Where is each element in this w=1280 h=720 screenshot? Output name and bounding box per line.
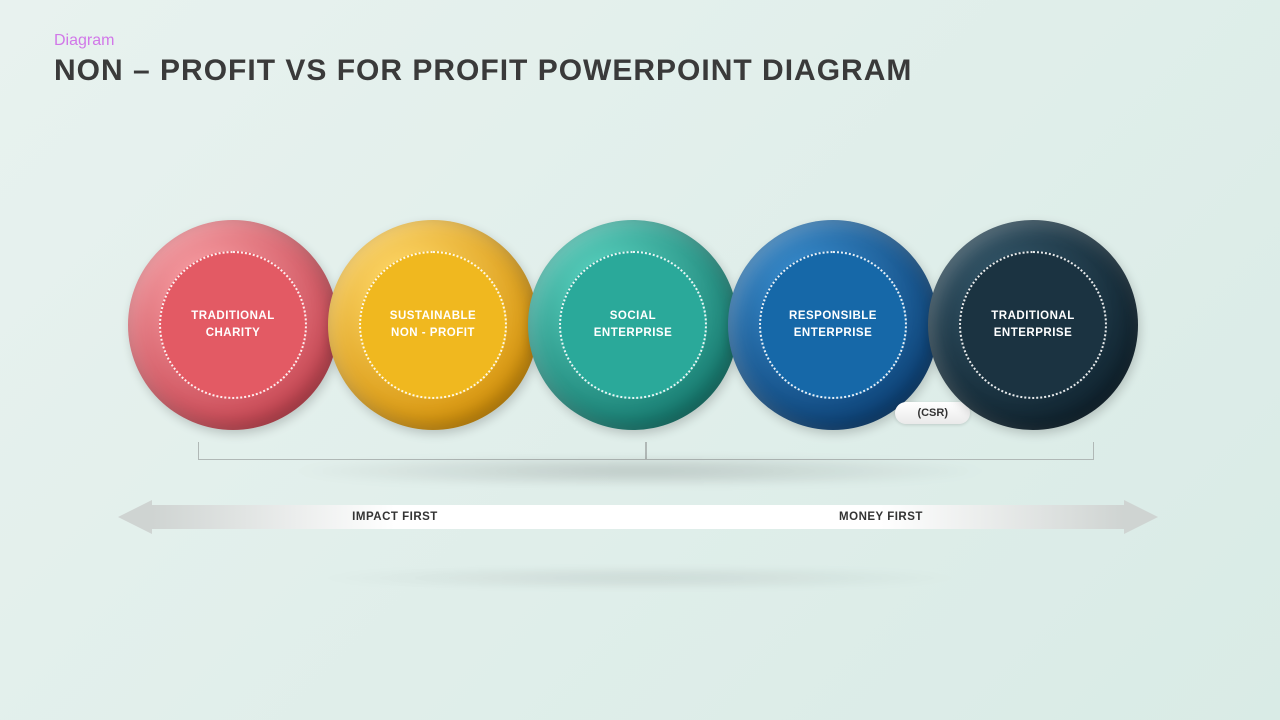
circle-label-4: TRADITIONAL ENTERPRISE — [991, 308, 1074, 343]
circle-3: RESPONSIBLE ENTERPRISE(CSR) — [728, 220, 938, 430]
diagram: TRADITIONAL CHARITY SUSTAINABLE NON - PRO… — [0, 220, 1280, 620]
arrow-right-icon — [1124, 500, 1158, 534]
axis-arrow: IMPACT FIRST MONEY FIRST — [118, 500, 1158, 534]
circle-label-3: RESPONSIBLE ENTERPRISE — [789, 308, 877, 343]
axis-label-left: IMPACT FIRST — [152, 511, 638, 523]
circle-4: TRADITIONAL ENTERPRISE — [928, 220, 1138, 430]
arrow-body: IMPACT FIRST MONEY FIRST — [152, 505, 1124, 529]
page-title: NON – PROFIT VS FOR PROFIT POWERPOINT DI… — [54, 54, 912, 88]
csr-badge: (CSR) — [895, 402, 970, 424]
circle-2: SOCIAL ENTERPRISE — [528, 220, 738, 430]
axis-label-right: MONEY FIRST — [638, 511, 1124, 523]
circle-label-1: SUSTAINABLE NON - PROFIT — [390, 308, 476, 343]
circle-label-0: TRADITIONAL CHARITY — [191, 308, 274, 343]
shadow-decoration-2 — [180, 568, 1100, 588]
shadow-decoration — [140, 458, 1140, 484]
circle-label-2: SOCIAL ENTERPRISE — [594, 308, 673, 343]
header: Diagram NON – PROFIT VS FOR PROFIT POWER… — [54, 32, 912, 88]
circle-inner-2: SOCIAL ENTERPRISE — [559, 251, 707, 399]
circle-1: SUSTAINABLE NON - PROFIT — [328, 220, 538, 430]
circles-row: TRADITIONAL CHARITY SUSTAINABLE NON - PRO… — [128, 220, 1138, 430]
arrow-left-icon — [118, 500, 152, 534]
circle-0: TRADITIONAL CHARITY — [128, 220, 338, 430]
circle-inner-1: SUSTAINABLE NON - PROFIT — [359, 251, 507, 399]
circle-inner-4: TRADITIONAL ENTERPRISE — [959, 251, 1107, 399]
circle-inner-0: TRADITIONAL CHARITY — [159, 251, 307, 399]
category-label: Diagram — [54, 32, 912, 50]
circle-inner-3: RESPONSIBLE ENTERPRISE — [759, 251, 907, 399]
